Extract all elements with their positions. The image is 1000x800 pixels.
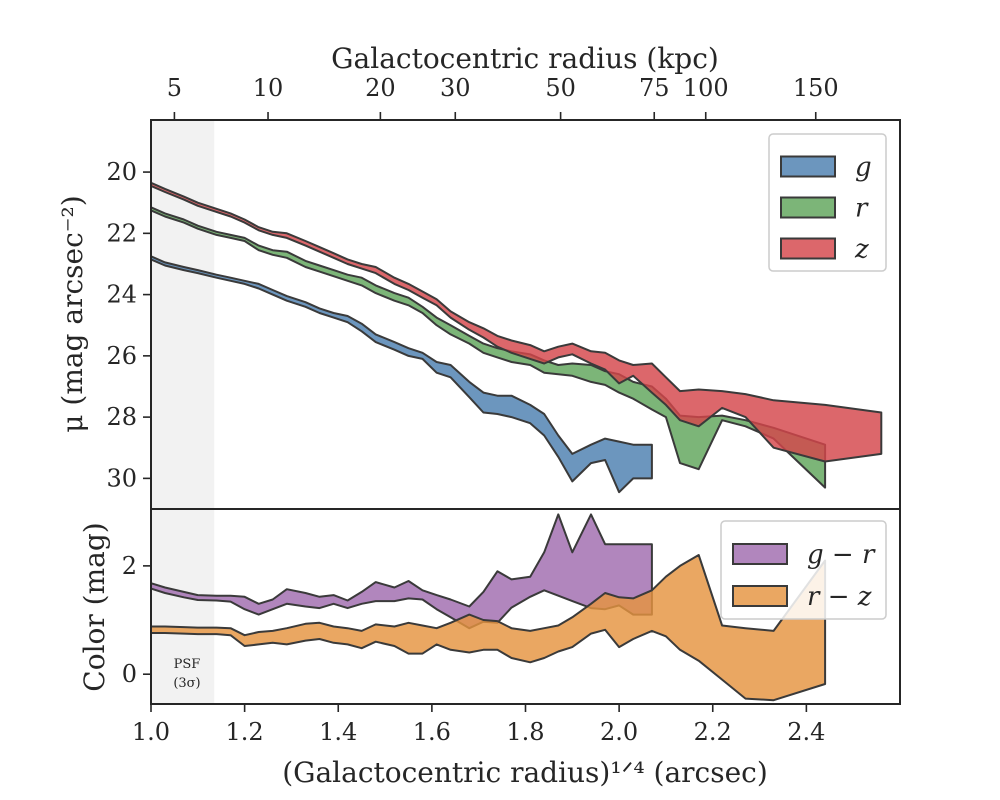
y-tick-label: 2 (122, 552, 137, 580)
bottom-panel-psf-shading (151, 509, 215, 704)
top-tick-label: 75 (639, 74, 670, 102)
legend-swatch (780, 155, 836, 178)
color-bands (150, 513, 827, 702)
bottom-panel-ticks: 0 2 1.0 1.2 1.4 1.6 1.8 2.0 2.2 2.4 (122, 552, 826, 746)
surface-brightness-panel: 20 22 24 26 28 30 5 10 20 30 50 75 100 150 grz (106, 74, 901, 510)
x-tick-label: 1.6 (413, 718, 451, 746)
y-tick-label: 26 (106, 342, 137, 370)
top-tick-label: 5 (167, 74, 182, 102)
legend-label: g − r (807, 540, 876, 570)
top-tick-label: 50 (545, 74, 576, 102)
psf-annotation-line2: (3σ) (173, 676, 200, 691)
top-tick-label: 100 (683, 74, 729, 102)
top-panel-legend: grz (768, 133, 887, 272)
y-tick-label: 24 (106, 281, 137, 309)
psf-annotation-line1: PSF (174, 657, 201, 672)
top-tick-label: 10 (253, 74, 284, 102)
legend-label: z (854, 235, 869, 265)
y-tick-label: 30 (106, 464, 137, 492)
top-panel-psf-shading (151, 120, 215, 509)
x-tick-label: 1.8 (506, 718, 544, 746)
top-axis-title: Galactocentric radius (kpc) (331, 42, 719, 75)
legend-label: r − z (807, 582, 872, 612)
top-tick-label: 20 (365, 74, 396, 102)
legend-label: g (855, 153, 872, 183)
bottom-panel-y-axis-title: Color (mag) (78, 522, 111, 691)
y-tick-label: 0 (122, 660, 137, 688)
legend-swatch (780, 196, 836, 219)
x-tick-label: 1.4 (319, 718, 357, 746)
legend-swatch (780, 237, 836, 260)
top-panel-y-axis-title: μ (mag arcsec⁻²) (56, 195, 89, 432)
top-panel-ticks: 20 22 24 26 28 30 5 10 20 30 50 75 100 150 (106, 74, 838, 492)
band-g-minus-r (150, 513, 653, 630)
band-z (150, 181, 883, 463)
surface-brightness-bands (150, 181, 883, 494)
x-tick-label: 2.2 (694, 718, 732, 746)
x-tick-label: 1.2 (226, 718, 264, 746)
legend-swatch (732, 585, 788, 607)
top-tick-label: 150 (793, 74, 839, 102)
top-tick-label: 30 (440, 74, 471, 102)
band-r-minus-z (150, 554, 827, 702)
y-tick-label: 22 (106, 219, 137, 247)
band-r (150, 206, 827, 489)
color-panel: 0 2 1.0 1.2 1.4 1.6 1.8 2.0 2.2 2.4 PSF (3σ) g − … (122, 508, 901, 746)
x-tick-label: 1.0 (132, 718, 170, 746)
legend-label: r (855, 194, 869, 224)
bottom-panel-frame (150, 508, 901, 705)
bottom-x-axis-title: (Galactocentric radius)¹ᐟ⁴ (arcsec) (282, 756, 768, 789)
y-tick-label: 20 (106, 158, 137, 186)
x-tick-label: 2.4 (787, 718, 825, 746)
y-tick-label: 28 (106, 403, 137, 431)
bottom-panel-legend: g − r r − z (720, 520, 887, 620)
legend-swatch (732, 543, 788, 565)
x-tick-label: 2.0 (600, 718, 638, 746)
band-g (150, 255, 653, 494)
